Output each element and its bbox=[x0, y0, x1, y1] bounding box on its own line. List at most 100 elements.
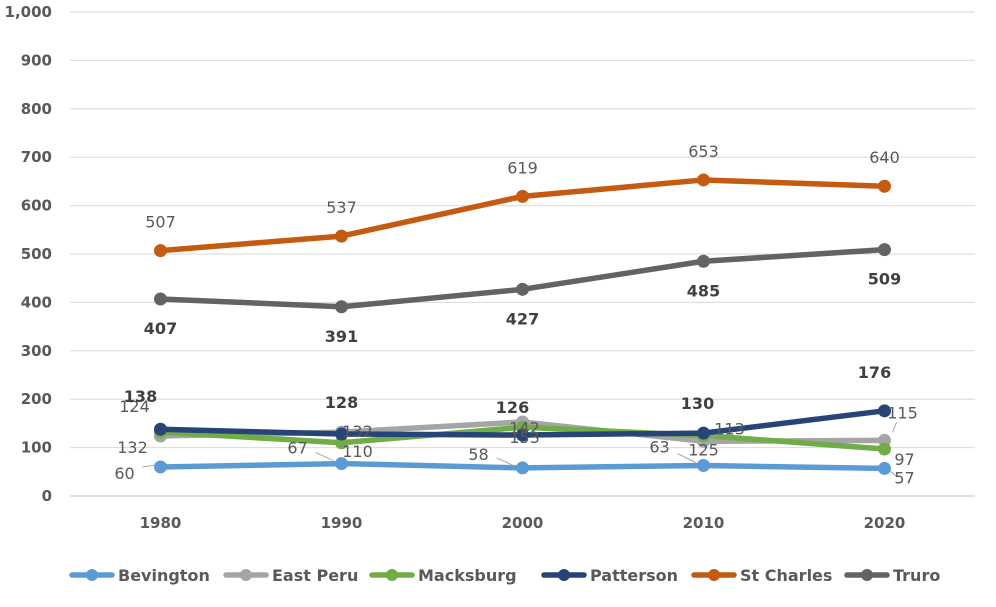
legend-item: East Peru bbox=[223, 566, 358, 585]
legend-item: Truro bbox=[844, 566, 940, 585]
data-label: 142 bbox=[509, 418, 540, 437]
legend-label: St Charles bbox=[740, 566, 832, 585]
data-point bbox=[335, 229, 348, 243]
gridlines bbox=[70, 11, 975, 497]
y-tick-label: 1,000 bbox=[5, 3, 52, 21]
legend-item: Patterson bbox=[541, 566, 678, 585]
data-label: 124 bbox=[119, 397, 150, 416]
data-point bbox=[335, 300, 348, 314]
legend-swatch-marker bbox=[558, 569, 570, 581]
data-label: 58 bbox=[468, 445, 488, 464]
data-point bbox=[878, 404, 891, 418]
data-label: 619 bbox=[507, 158, 538, 177]
data-label: 427 bbox=[506, 309, 539, 328]
legend-label: Bevington bbox=[118, 566, 210, 585]
data-point bbox=[697, 426, 710, 440]
data-label: 128 bbox=[325, 393, 358, 412]
data-label: 132 bbox=[342, 422, 373, 441]
series-line bbox=[157, 246, 888, 310]
legend-swatch-marker bbox=[861, 569, 873, 581]
x-tick-label: 2000 bbox=[502, 514, 544, 532]
x-axis-ticks: 1980 1990 2000 2010 2020 bbox=[140, 514, 906, 532]
x-tick-label: 2020 bbox=[864, 514, 906, 532]
data-point bbox=[154, 460, 167, 474]
y-tick-label: 400 bbox=[21, 293, 52, 311]
data-label: 537 bbox=[326, 198, 357, 217]
leader-line bbox=[890, 471, 897, 477]
data-label: 110 bbox=[342, 442, 373, 461]
legend-swatch-marker bbox=[386, 569, 398, 581]
data-label: 509 bbox=[868, 270, 901, 289]
x-tick-label: 1990 bbox=[321, 514, 363, 532]
legend-item: Macksburg bbox=[369, 566, 517, 585]
leader-line bbox=[709, 432, 722, 440]
leader-line bbox=[677, 453, 696, 463]
data-label: 176 bbox=[858, 363, 891, 382]
leader-line bbox=[892, 422, 897, 433]
data-point bbox=[335, 457, 348, 471]
y-tick-label: 300 bbox=[21, 342, 52, 360]
x-tick-label: 1980 bbox=[140, 514, 182, 532]
data-point bbox=[516, 428, 529, 442]
data-point bbox=[697, 459, 710, 473]
data-point bbox=[516, 189, 529, 203]
legend-label: East Peru bbox=[272, 566, 358, 585]
data-point bbox=[154, 292, 167, 306]
data-label: 130 bbox=[681, 394, 714, 413]
data-label: 97 bbox=[894, 450, 914, 469]
legend-swatch-marker bbox=[86, 569, 98, 581]
legend-swatch-marker bbox=[240, 569, 252, 581]
y-tick-label: 100 bbox=[21, 439, 52, 457]
data-label: 67 bbox=[287, 439, 307, 458]
data-label: 485 bbox=[687, 281, 720, 300]
data-label: 407 bbox=[144, 319, 177, 338]
data-point bbox=[697, 173, 710, 187]
data-point bbox=[878, 179, 891, 193]
data-point bbox=[335, 427, 348, 441]
data-point bbox=[878, 243, 891, 257]
data-point bbox=[516, 282, 529, 296]
leader-line bbox=[142, 464, 156, 468]
y-tick-label: 800 bbox=[21, 100, 52, 118]
data-label: 63 bbox=[649, 438, 669, 457]
series-lines bbox=[154, 173, 891, 475]
y-tick-label: 500 bbox=[21, 245, 52, 263]
data-label: 57 bbox=[894, 468, 914, 487]
y-tick-label: 200 bbox=[21, 390, 52, 408]
data-label: 507 bbox=[145, 213, 176, 232]
data-label: 132 bbox=[117, 438, 148, 457]
legend: Bevington East Peru Macksburg Patterson St C… bbox=[69, 566, 940, 585]
data-point bbox=[878, 442, 891, 456]
data-label: 640 bbox=[869, 148, 900, 167]
data-label: 138 bbox=[124, 387, 157, 406]
data-label: 391 bbox=[325, 327, 358, 346]
x-tick-label: 2010 bbox=[683, 514, 725, 532]
leader-line bbox=[315, 452, 334, 462]
data-label: 125 bbox=[688, 441, 719, 460]
legend-item: St Charles bbox=[691, 566, 832, 585]
data-point bbox=[878, 461, 891, 475]
legend-label: Patterson bbox=[590, 566, 678, 585]
y-tick-label: 900 bbox=[21, 51, 52, 69]
data-point bbox=[154, 244, 167, 258]
data-label: 60 bbox=[114, 464, 134, 483]
leader-line bbox=[496, 457, 515, 467]
y-tick-label: 0 bbox=[42, 487, 52, 505]
data-point bbox=[154, 422, 167, 436]
data-point bbox=[697, 254, 710, 268]
y-tick-label: 600 bbox=[21, 197, 52, 215]
data-label: 126 bbox=[496, 398, 529, 417]
data-point bbox=[516, 461, 529, 475]
legend-item: Bevington bbox=[69, 566, 210, 585]
legend-swatch-marker bbox=[708, 569, 720, 581]
data-label: 115 bbox=[887, 403, 918, 422]
data-label: 653 bbox=[688, 142, 719, 161]
legend-label: Truro bbox=[893, 566, 940, 585]
data-label: 153 bbox=[509, 428, 540, 447]
y-axis-ticks: 0 100 200 300 400 500 600 700 800 900 1,000 bbox=[5, 3, 52, 505]
data-label: 113 bbox=[714, 419, 745, 438]
y-tick-label: 700 bbox=[21, 148, 52, 166]
legend-label: Macksburg bbox=[418, 566, 517, 585]
